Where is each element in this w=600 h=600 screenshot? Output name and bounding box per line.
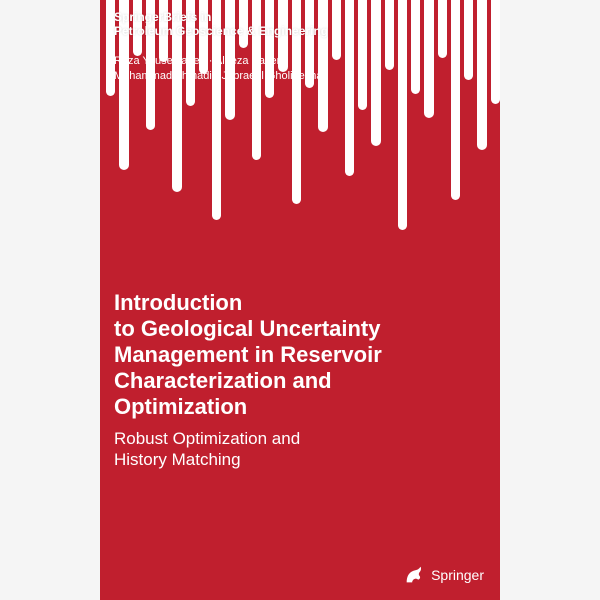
series-line-1: SpringerBriefs in	[114, 10, 486, 24]
authors-line-2: Mohammad Ahmadi · Jebraeel Gholinezhad	[114, 69, 486, 84]
subtitle: Robust Optimization and History Matching	[114, 428, 480, 471]
title-line-1: Introduction	[114, 290, 480, 316]
publisher-name: Springer	[431, 567, 484, 583]
title-line-3: Management in Reservoir	[114, 342, 480, 368]
book-cover: SpringerBriefs in Petroleum Geoscience &…	[100, 0, 500, 600]
main-title: Introduction to Geological Uncertainty M…	[114, 290, 480, 420]
title-line-5: Optimization	[114, 394, 480, 420]
series-name: SpringerBriefs in Petroleum Geoscience &…	[114, 10, 486, 39]
publisher-block: Springer	[403, 564, 484, 586]
subtitle-line-1: Robust Optimization and	[114, 428, 480, 449]
title-line-2: to Geological Uncertainty	[114, 316, 480, 342]
subtitle-line-2: History Matching	[114, 449, 480, 470]
series-line-2: Petroleum Geoscience & Engineering	[114, 24, 486, 38]
decorative-bars	[100, 0, 500, 260]
authors-line-1: Reza Yousefzadeh · Alireza Kazemi ·	[114, 54, 486, 69]
title-block: Introduction to Geological Uncertainty M…	[114, 290, 480, 470]
bar	[491, 0, 500, 104]
authors: Reza Yousefzadeh · Alireza Kazemi · Moha…	[114, 54, 486, 84]
springer-horse-icon	[403, 564, 425, 586]
title-line-4: Characterization and	[114, 368, 480, 394]
